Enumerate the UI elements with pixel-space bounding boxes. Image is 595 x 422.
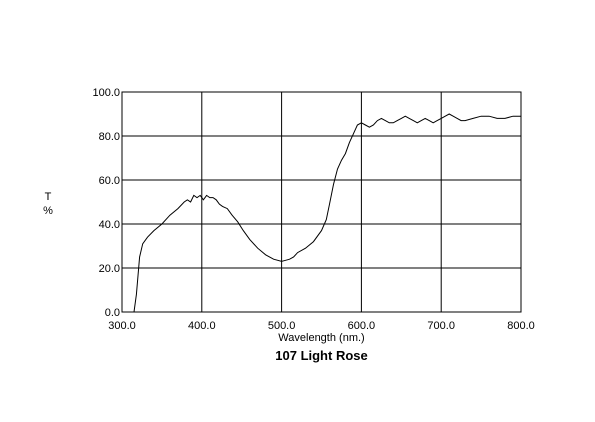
y-tick-label: 100.0 (92, 87, 120, 99)
x-tick-label: 600.0 (348, 320, 376, 332)
plot-area-frame (121, 91, 522, 313)
chart-title: 107 Light Rose (275, 348, 367, 363)
x-tick-label: 700.0 (427, 320, 455, 332)
y-tick-label: 0.0 (105, 307, 120, 319)
x-tick-label: 800.0 (507, 320, 535, 332)
y-tick-label: 60.0 (99, 175, 120, 187)
y-tick-label: 20.0 (99, 263, 120, 275)
y-tick-labels: 0.0 20.0 40.0 60.0 80.0 100.0 (92, 87, 120, 319)
x-tick-label: 400.0 (188, 320, 216, 332)
x-tick-label: 500.0 (268, 320, 296, 332)
y-tick-label: 80.0 (99, 131, 120, 143)
y-axis-label-top: T (45, 191, 52, 203)
x-axis-label: Wavelength (nm.) (278, 332, 364, 344)
grid-lines (121, 91, 522, 313)
y-axis-label-bottom: % (43, 205, 53, 217)
x-tick-labels: 300.0 400.0 500.0 600.0 700.0 800.0 (108, 320, 535, 332)
y-tick-label: 40.0 (99, 219, 120, 231)
series-line (130, 113, 521, 313)
x-tick-label: 300.0 (108, 320, 136, 332)
